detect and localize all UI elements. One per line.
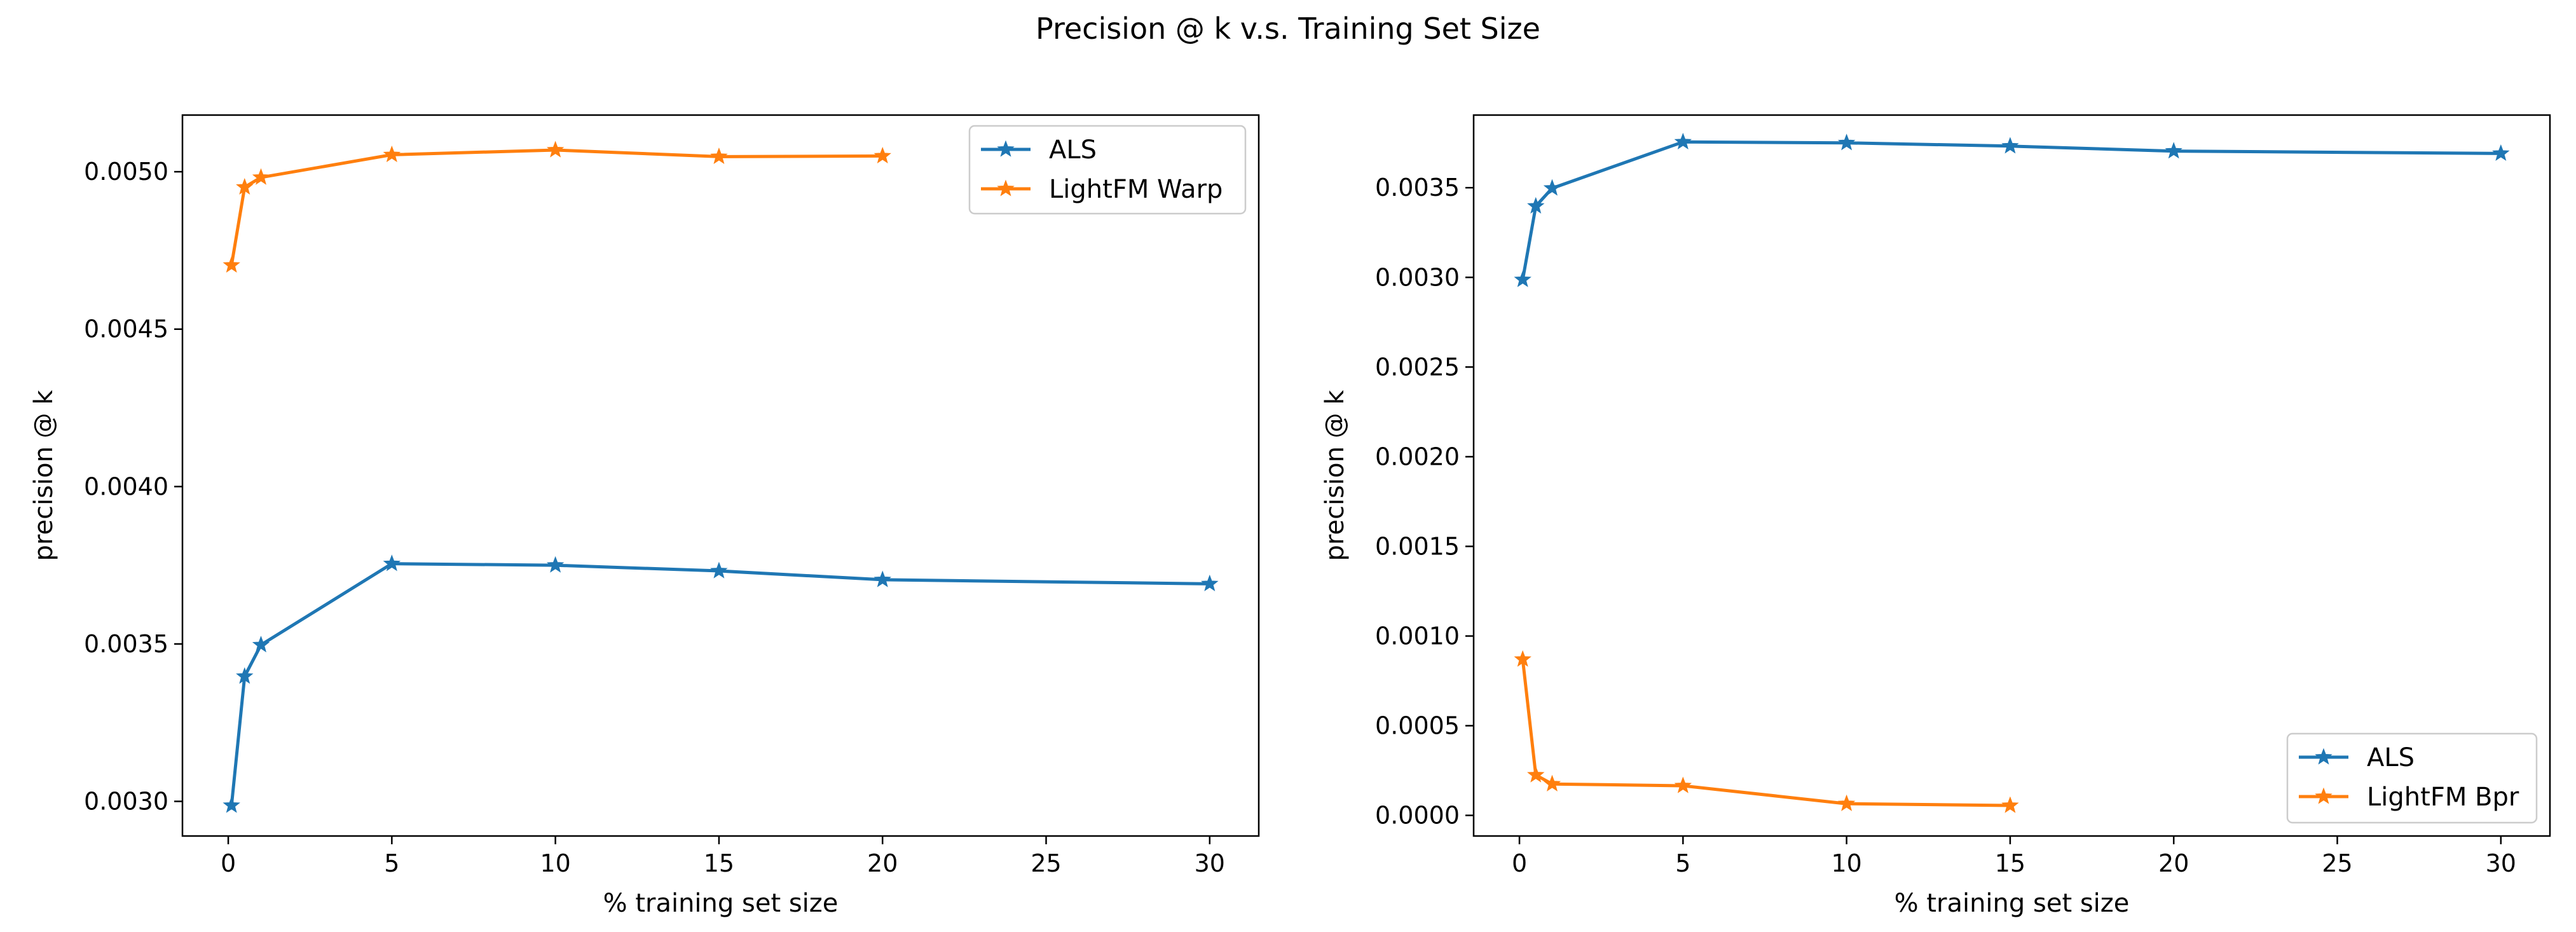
- data-point: [1514, 270, 1531, 287]
- data-point: [2001, 137, 2019, 154]
- y-tick-label: 0.0035: [1375, 174, 1460, 202]
- y-tick-label: 0.0000: [1375, 802, 1460, 830]
- data-point: [1543, 179, 1561, 196]
- data-point: [2001, 796, 2019, 813]
- x-tick-label: 10: [1831, 849, 1861, 877]
- x-tick-label: 0: [221, 849, 236, 877]
- data-point: [252, 636, 270, 653]
- data-point: [874, 570, 891, 587]
- legend-entry: ALS: [2299, 743, 2415, 772]
- legend-box: [968, 125, 1247, 215]
- data-point: [2165, 142, 2182, 159]
- y-tick-label: 0.0005: [1375, 712, 1460, 740]
- x-axis-label: % training set size: [1894, 889, 2130, 918]
- series-lightfm-warp: [223, 140, 891, 273]
- legend-entry: LightFM Bpr: [2299, 783, 2519, 812]
- x-tick-label: 10: [540, 849, 570, 877]
- legend-entry: ALS: [981, 135, 1097, 165]
- data-point: [1527, 196, 1545, 214]
- data-point: [223, 796, 240, 813]
- legend-label: LightFM Warp: [1049, 175, 1223, 204]
- data-point: [383, 145, 401, 163]
- data-point: [710, 561, 728, 579]
- y-tick-label: 0.0025: [1375, 353, 1460, 381]
- data-point: [1514, 650, 1531, 667]
- legend: ALS LightFM Bpr: [2286, 732, 2538, 824]
- series-als: [1514, 132, 2510, 287]
- figure-title: Precision @ k v.s. Training Set Size: [1036, 11, 1540, 46]
- data-point: [1527, 765, 1545, 783]
- subplot-2: 0 5 10 15 20 25 30 0.0000 0.0005 0.0010 0.0015 0.00…: [1320, 114, 2551, 918]
- data-point: [1201, 574, 1219, 592]
- x-tick-label: 5: [1675, 849, 1690, 877]
- data-point: [1543, 774, 1561, 792]
- y-tick-label: 0.0020: [1375, 442, 1460, 470]
- series-line: [230, 562, 1210, 806]
- x-axis-label: % training set size: [603, 889, 839, 918]
- series-lightfm-bpr: [1514, 650, 2019, 813]
- y-axis-label: precision @ k: [29, 390, 58, 561]
- data-point: [1674, 776, 1692, 793]
- legend-marker: [2315, 787, 2333, 804]
- data-point: [874, 146, 891, 164]
- series-als: [223, 554, 1219, 813]
- x-tick-label: 30: [2486, 849, 2516, 877]
- x-tick-label: 15: [704, 849, 734, 877]
- x-tick-label: 0: [1512, 849, 1527, 877]
- data-point: [710, 147, 728, 165]
- data-point: [1674, 132, 1692, 149]
- x-tick-label: 5: [384, 849, 399, 877]
- y-tick-label: 0.0045: [84, 315, 168, 343]
- x-tick-label: 20: [867, 849, 898, 877]
- y-tick-label: 0.0010: [1375, 622, 1460, 650]
- y-tick-label: 0.0050: [84, 158, 168, 186]
- data-point: [223, 256, 240, 273]
- data-point: [252, 168, 270, 185]
- legend-label: ALS: [1049, 135, 1097, 165]
- y-tick-label: 0.0030: [1375, 263, 1460, 291]
- data-point: [1837, 134, 1856, 151]
- x-tick-label: 15: [1995, 849, 2025, 877]
- legend-marker: [997, 179, 1015, 196]
- x-tick-label: 20: [2158, 849, 2189, 877]
- data-point: [546, 556, 565, 573]
- axes-frame: [181, 114, 1260, 837]
- data-point: [236, 177, 254, 195]
- x-tick-label: 30: [1195, 849, 1225, 877]
- series-line: [230, 148, 883, 266]
- data-point: [546, 140, 565, 158]
- series-line: [1521, 140, 2501, 280]
- legend-entry: LightFM Warp: [981, 175, 1223, 204]
- legend-box: [2286, 732, 2538, 824]
- y-tick-label: 0.0015: [1375, 532, 1460, 560]
- y-tick-label: 0.0035: [84, 630, 168, 658]
- data-point: [236, 667, 254, 684]
- y-axis-label: precision @ k: [1320, 390, 1350, 561]
- legend-label: LightFM Bpr: [2367, 783, 2519, 812]
- data-point: [2492, 144, 2510, 161]
- series-line: [1521, 659, 2010, 807]
- legend: ALS LightFM Warp: [968, 125, 1247, 215]
- legend-label: ALS: [2367, 743, 2415, 772]
- data-point: [383, 554, 401, 572]
- legend-marker: [997, 140, 1015, 157]
- subplot-1: 0 5 10 15 20 25 30 0.0030 0.0035 0.0040 0.0045 0.00…: [29, 114, 1260, 918]
- y-tick-label: 0.0040: [84, 472, 168, 500]
- axes-frame: [1472, 114, 2551, 837]
- data-point: [1837, 794, 1856, 811]
- y-tick-label: 0.0030: [84, 788, 168, 816]
- x-tick-label: 25: [2322, 849, 2352, 877]
- legend-marker: [2315, 748, 2333, 765]
- x-tick-label: 25: [1031, 849, 1061, 877]
